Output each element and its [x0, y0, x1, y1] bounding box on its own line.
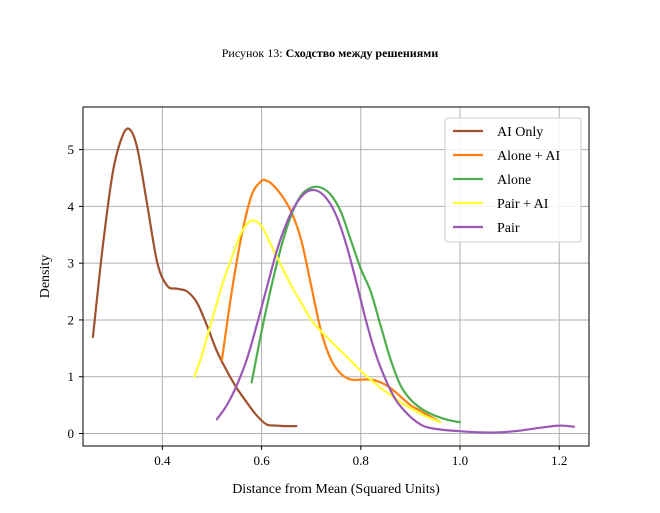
legend-label: Alone + AI [497, 149, 560, 164]
legend-frame [444, 117, 582, 243]
plot-frame [82, 106, 590, 447]
x-tick-label: 0.6 [253, 453, 270, 468]
y-tick-label: 3 [68, 256, 75, 271]
series-line-pair [215, 188, 576, 434]
grid-lines [83, 107, 589, 446]
y-tick-label: 0 [68, 426, 75, 441]
y-tick-label: 1 [68, 369, 75, 384]
y-axis-label: Density [38, 255, 53, 299]
x-axis-label: Distance from Mean (Squared Units) [232, 482, 440, 497]
series-line-alone-ai [220, 178, 442, 424]
legend-label: Alone [497, 173, 531, 188]
series-line-alone [250, 185, 462, 424]
figure-caption-prefix: Рисунок 13: [221, 46, 283, 60]
y-tick-label: 5 [68, 142, 75, 157]
figure-caption-title: Сходство между решениями [285, 46, 439, 60]
x-tick-label: 0.4 [154, 453, 171, 468]
legend-label: AI Only [497, 125, 543, 140]
y-tick-label: 4 [68, 199, 75, 214]
legend-label: Pair + AI [497, 197, 549, 212]
density-curves [91, 127, 576, 434]
series-line-pair-ai [193, 219, 442, 424]
series-line-ai-only [91, 127, 298, 428]
y-tick-label: 2 [68, 312, 75, 327]
legend-label: Pair [497, 221, 520, 236]
y-axis-ticks: 0 1 2 3 4 5 [68, 142, 83, 441]
legend: AI Only Alone + AI Alone Pair + AI Pair [444, 117, 582, 243]
x-axis-ticks: 0.4 0.6 0.8 1.0 1.2 [154, 446, 567, 468]
x-tick-label: 0.8 [353, 453, 369, 468]
x-tick-label: 1.0 [452, 453, 468, 468]
figure-caption: Рисунок 13: Сходство между решениями [0, 46, 660, 61]
x-tick-label: 1.2 [551, 453, 567, 468]
